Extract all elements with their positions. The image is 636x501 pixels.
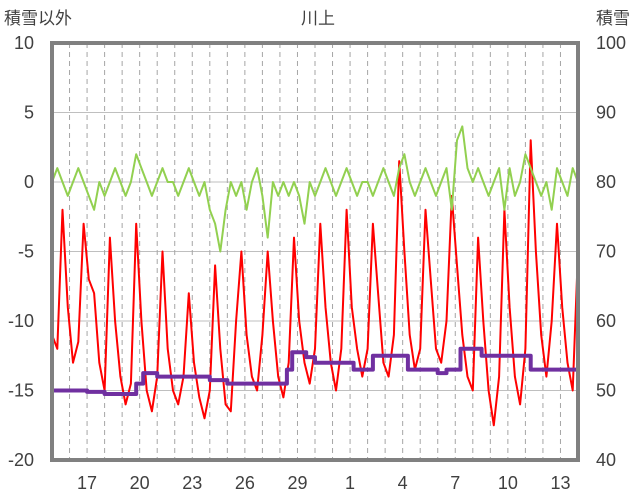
right-axis-label: 積雪 — [596, 9, 630, 29]
right-tick-label: 80 — [596, 172, 616, 192]
x-tick-label: 26 — [235, 473, 255, 493]
right-tick-label: 40 — [596, 450, 616, 470]
x-tick-label: 20 — [130, 473, 150, 493]
left-tick-label: -20 — [8, 450, 34, 470]
left-tick-label: 0 — [24, 172, 34, 192]
grid-lines — [52, 42, 578, 461]
right-tick-label: 90 — [596, 103, 616, 123]
x-tick-label: 13 — [550, 473, 570, 493]
right-tick-label: 50 — [596, 381, 616, 401]
plot-frame — [50, 41, 580, 462]
x-tick-label: 7 — [450, 473, 460, 493]
left-tick-label: -10 — [8, 311, 34, 331]
series-line-1 — [51, 139, 579, 427]
series-line-3 — [52, 346, 578, 396]
series-layer — [51, 125, 579, 427]
left-tick-label: -5 — [18, 242, 34, 262]
right-tick-label: 70 — [596, 242, 616, 262]
left-tick-label: -15 — [8, 381, 34, 401]
left-axis-label: 積雪以外 — [4, 9, 72, 29]
x-tick-label: 17 — [77, 473, 97, 493]
x-tick-label: 4 — [398, 473, 408, 493]
left-tick-label: 5 — [24, 103, 34, 123]
x-tick-label: 29 — [287, 473, 307, 493]
x-tick-label: 1 — [345, 473, 355, 493]
series-line-2 — [51, 125, 579, 253]
chart-title: 川上 — [301, 9, 335, 29]
right-tick-label: 60 — [596, 311, 616, 331]
left-tick-label: 10 — [14, 33, 34, 53]
x-tick-label: 23 — [182, 473, 202, 493]
x-tick-label: 10 — [498, 473, 518, 493]
right-tick-label: 100 — [596, 33, 626, 53]
